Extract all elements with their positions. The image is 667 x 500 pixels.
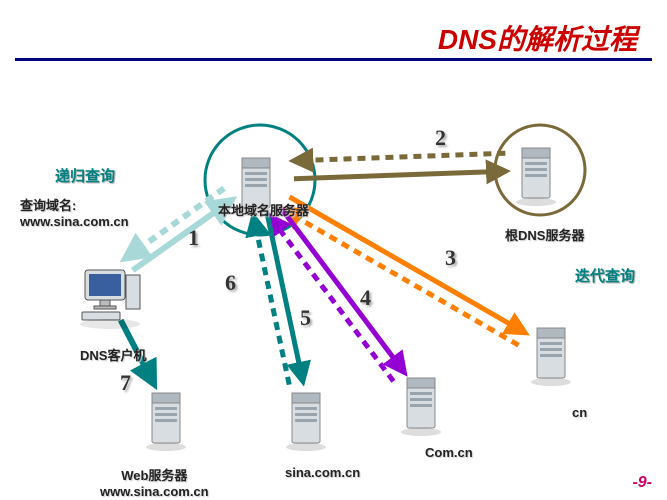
label-web-server: Web服务器 www.sina.com.cn (100, 465, 209, 499)
label-web-server-1: Web服务器 (100, 465, 209, 484)
step-s4: 4 (360, 285, 371, 311)
step-s1: 1 (188, 225, 199, 251)
step-s5: 5 (300, 305, 311, 331)
label-web-server-2: www.sina.com.cn (100, 484, 209, 499)
label-com-cn: Com.cn (425, 445, 473, 460)
label-root-dns: 根DNS服务器 (505, 225, 584, 244)
label-query-domain: 查询域名: www.sina.com.cn (20, 195, 129, 229)
step-s7: 7 (120, 370, 131, 396)
title-zh: 的解析过程 (497, 24, 637, 55)
step-s2: 2 (435, 125, 446, 151)
label-query-domain-1: 查询域名: (20, 195, 129, 214)
label-recursive: 递归查询 (55, 165, 115, 186)
label-iterative: 迭代查询 (575, 265, 635, 286)
label-query-domain-2: www.sina.com.cn (20, 214, 129, 229)
page-number: -9- (632, 474, 652, 492)
step-s3: 3 (445, 245, 456, 271)
page-title: DNS的解析过程 (438, 18, 637, 58)
step-s6: 6 (225, 270, 236, 296)
diagram-stage: 递归查询 查询域名: www.sina.com.cn 本地域名服务器 根DNS服… (0, 70, 667, 490)
label-dns-client: DNS客户机 (80, 345, 146, 364)
label-local-dns: 本地域名服务器 (218, 200, 309, 219)
diagram-svg (0, 70, 667, 490)
label-sina-com-cn: sina.com.cn (285, 465, 360, 480)
label-cn: cn (572, 405, 587, 420)
title-en: DNS (438, 24, 497, 55)
title-underline (15, 58, 652, 61)
